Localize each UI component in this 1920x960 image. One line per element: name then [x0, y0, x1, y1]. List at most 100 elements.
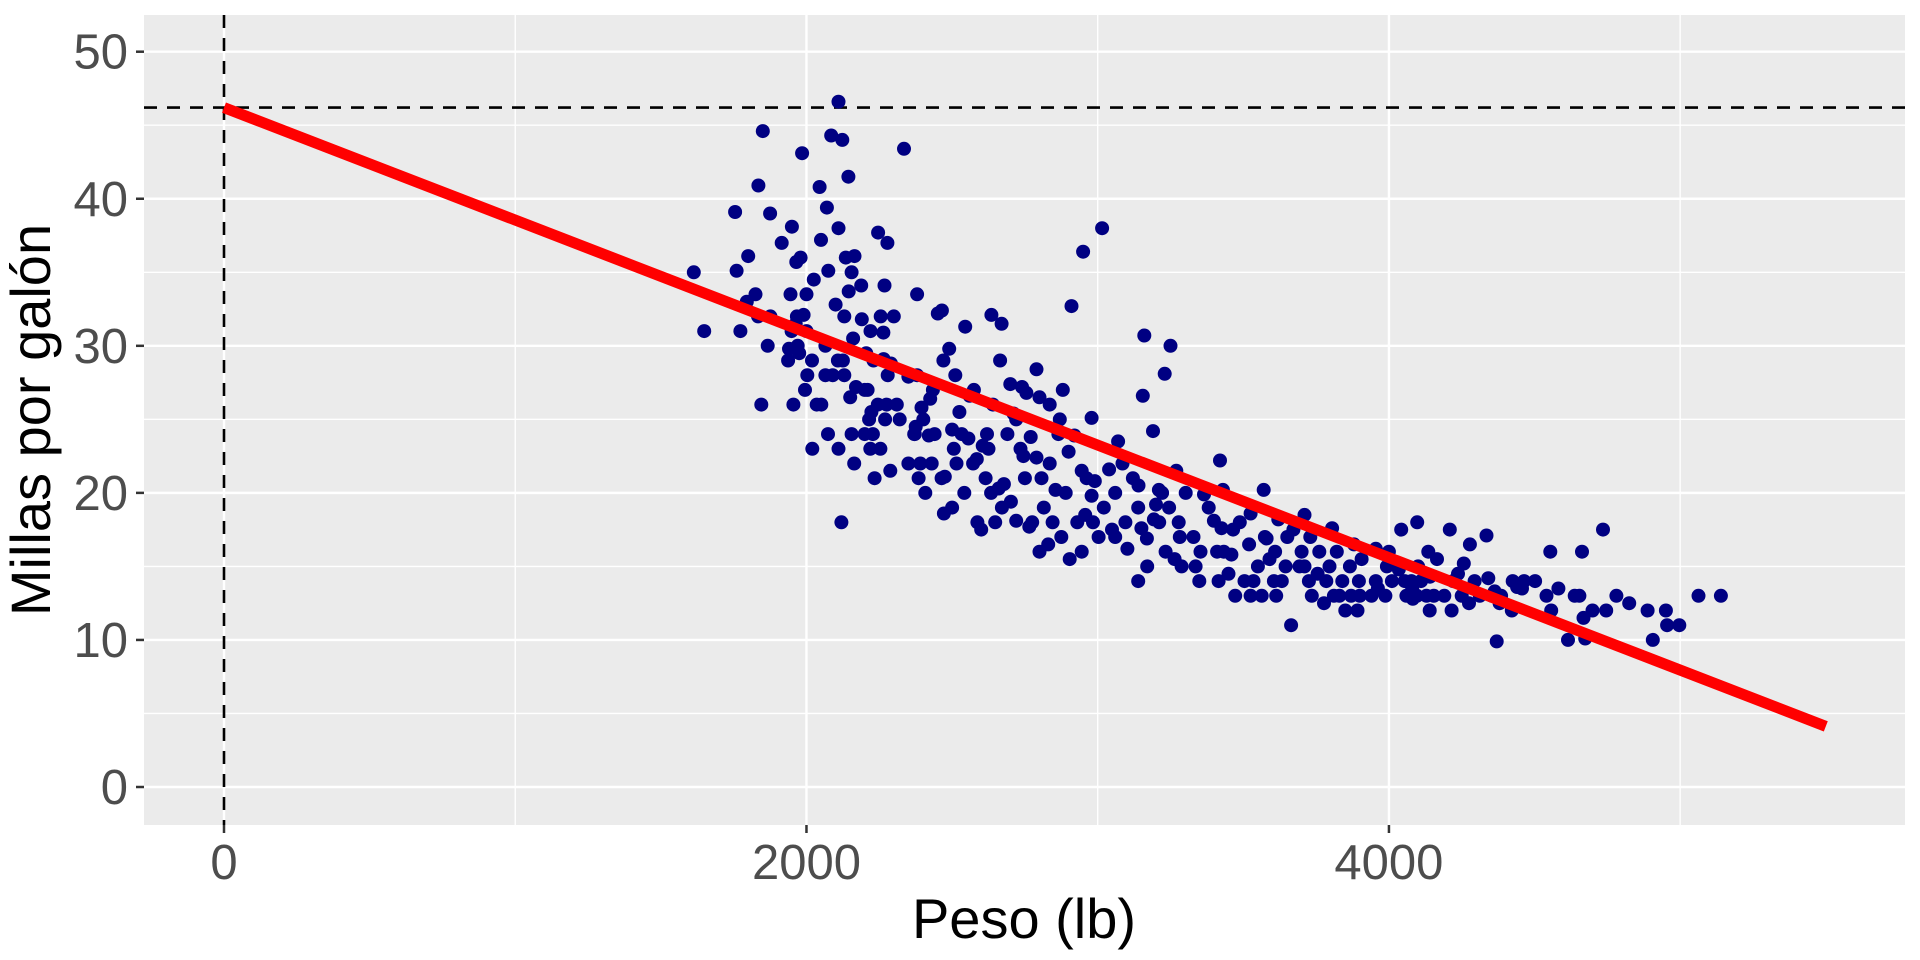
data-point — [1640, 603, 1655, 618]
data-point — [1622, 596, 1637, 611]
data-point — [1174, 559, 1189, 574]
data-point — [1338, 603, 1353, 618]
data-point — [958, 319, 973, 334]
data-point — [834, 515, 849, 530]
data-point — [994, 316, 1009, 331]
data-point — [1528, 574, 1543, 589]
data-point — [910, 287, 925, 302]
data-point — [1091, 530, 1106, 544]
data-point — [952, 405, 967, 419]
data-point — [1052, 412, 1067, 427]
y-axis-tick-label: 20 — [73, 467, 128, 521]
data-point — [1016, 449, 1031, 464]
data-point — [1009, 513, 1024, 528]
data-point — [841, 169, 856, 184]
data-point — [1232, 515, 1247, 530]
data-point — [924, 456, 939, 471]
data-point — [1410, 515, 1425, 530]
data-point — [1192, 574, 1207, 589]
data-point — [942, 341, 957, 356]
data-point — [1713, 588, 1728, 603]
data-point — [886, 309, 901, 324]
data-point — [1131, 478, 1146, 493]
data-point — [835, 132, 850, 147]
data-point — [1211, 574, 1226, 589]
data-point — [814, 232, 828, 247]
data-point — [825, 368, 840, 383]
data-point — [805, 441, 820, 456]
data-point — [1354, 552, 1369, 567]
data-point — [1437, 588, 1452, 603]
data-point — [1029, 450, 1044, 465]
data-point — [1304, 588, 1319, 603]
data-point — [1430, 552, 1444, 567]
data-point — [1193, 544, 1208, 559]
data-point — [934, 303, 949, 318]
regression-line — [222, 102, 1828, 732]
data-point — [846, 331, 861, 346]
data-point — [1246, 574, 1261, 589]
data-point — [841, 284, 856, 299]
data-point — [763, 206, 778, 221]
x-axis-tick-label: 2000 — [752, 836, 861, 890]
data-point — [880, 368, 895, 383]
data-point — [755, 124, 770, 139]
data-point — [879, 397, 894, 412]
data-point — [876, 325, 891, 340]
data-point — [1017, 471, 1032, 486]
data-point — [1062, 552, 1077, 567]
data-point — [1045, 515, 1060, 530]
data-point — [1274, 574, 1289, 589]
data-point — [946, 441, 961, 456]
data-point — [978, 471, 993, 486]
data-point — [1351, 574, 1366, 589]
data-point — [1442, 522, 1457, 537]
data-point — [798, 382, 812, 397]
data-point — [974, 522, 989, 537]
data-point — [1269, 588, 1284, 603]
data-point — [1342, 559, 1357, 574]
data-point — [760, 338, 775, 353]
data-point — [1003, 377, 1018, 392]
data-point — [1384, 574, 1399, 589]
data-point — [1032, 390, 1047, 405]
data-point — [748, 287, 763, 302]
data-point — [969, 452, 984, 467]
data-point — [728, 205, 743, 219]
data-point — [1214, 521, 1229, 536]
data-point — [1329, 544, 1344, 559]
data-point — [980, 427, 994, 442]
data-point — [996, 477, 1011, 492]
data-point — [781, 353, 796, 368]
data-point — [1042, 397, 1057, 412]
data-point — [1034, 471, 1049, 486]
data-point — [1481, 571, 1496, 586]
data-point — [1599, 603, 1614, 618]
data-point — [837, 368, 852, 383]
data-point — [1120, 541, 1135, 556]
data-point — [1201, 500, 1216, 515]
data-point — [847, 456, 862, 471]
data-point — [1108, 530, 1123, 544]
data-point — [800, 368, 815, 383]
data-point — [1155, 485, 1170, 500]
data-point — [792, 346, 807, 361]
data-point — [1131, 574, 1146, 589]
y-axis-title: Millas por galón — [0, 224, 62, 616]
data-point — [831, 441, 846, 456]
data-point — [1259, 531, 1274, 546]
data-point — [1061, 444, 1076, 459]
data-point — [1162, 500, 1177, 515]
data-point — [961, 431, 976, 446]
data-point — [911, 471, 926, 486]
data-point — [1350, 603, 1365, 618]
data-point — [1131, 500, 1146, 515]
data-point — [927, 427, 942, 442]
data-point — [1084, 488, 1099, 503]
data-point — [1095, 221, 1110, 236]
data-point — [1221, 566, 1236, 581]
data-point — [1023, 430, 1038, 444]
data-point — [1444, 603, 1459, 618]
data-point — [867, 471, 882, 486]
data-point — [873, 309, 888, 324]
